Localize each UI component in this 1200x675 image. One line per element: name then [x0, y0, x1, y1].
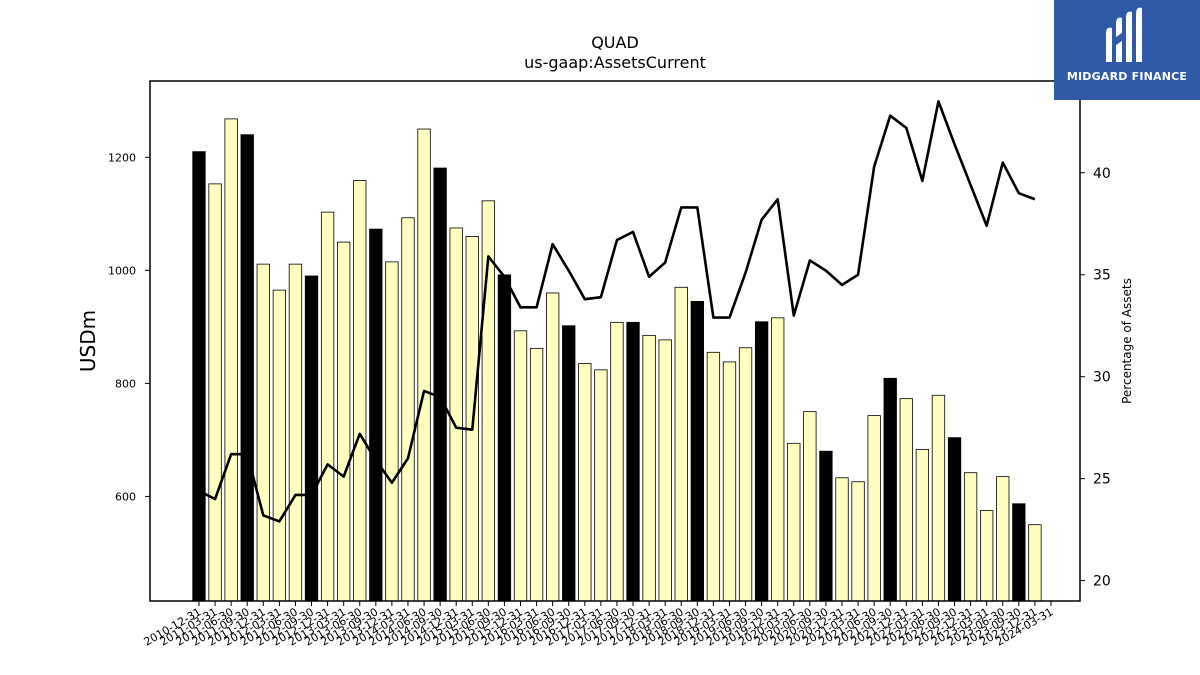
bar: [674, 286, 688, 602]
bar: [787, 442, 801, 602]
bar: [867, 415, 881, 602]
bar: [851, 481, 865, 602]
bar: [690, 301, 704, 602]
bar: [963, 472, 978, 602]
bar: [449, 227, 463, 602]
bar: [1012, 503, 1026, 602]
bar: [369, 228, 383, 602]
bar: [883, 377, 897, 602]
bar: [320, 211, 335, 602]
chart-title: QUAD: [591, 33, 639, 52]
bar: [208, 183, 222, 602]
bar: [722, 361, 737, 602]
y2-tick-label: 30: [1093, 370, 1111, 386]
y-tick-label: 1000: [108, 264, 136, 277]
y2-tick-label: 25: [1093, 472, 1111, 488]
bar: [594, 369, 608, 602]
bar: [497, 274, 512, 602]
bar: [256, 263, 270, 602]
brand-logo: MIDGARD FINANCE: [1054, 0, 1200, 100]
bar: [996, 476, 1010, 602]
bar: [626, 321, 640, 602]
bar: [401, 217, 415, 602]
bar: [771, 317, 785, 602]
bar: [513, 330, 528, 602]
left-y-axis: 600 800 1000 1200: [108, 151, 150, 503]
y-tick-label: 600: [115, 490, 136, 503]
bar: [819, 450, 833, 602]
y2-tick-label: 40: [1093, 166, 1111, 182]
bar: [980, 510, 994, 602]
bar: [738, 347, 753, 602]
bar: [272, 289, 287, 602]
bar: [546, 292, 560, 602]
plot-frame: [149, 80, 1081, 602]
bar: [642, 334, 656, 602]
bar: [337, 241, 351, 602]
chart-subtitle: us-gaap:AssetsCurrent: [524, 53, 706, 72]
bar: [1028, 524, 1042, 602]
bar: [610, 321, 624, 602]
logo-text: MIDGARD FINANCE: [1066, 70, 1188, 83]
bar: [417, 128, 431, 602]
bar: [304, 275, 319, 602]
bar-series: [192, 118, 1042, 602]
y2-tick-label: 20: [1093, 574, 1111, 590]
bar: [803, 411, 817, 602]
logo-mark-icon: [1106, 7, 1142, 63]
bar: [240, 134, 254, 602]
x-axis: 2010-12-312011-03-312011-06-302011-09-30…: [142, 601, 1055, 649]
bar: [288, 263, 303, 602]
bar: [754, 321, 769, 602]
bar: [915, 449, 930, 602]
bar: [578, 363, 592, 602]
bar: [835, 477, 849, 602]
y-tick-label: 1200: [108, 151, 136, 164]
bar: [706, 351, 721, 602]
y2-tick-label: 35: [1093, 268, 1111, 284]
line-series: [198, 100, 1036, 523]
bar: [562, 325, 576, 602]
bar: [658, 339, 672, 602]
bar: [353, 180, 367, 602]
y-axis-label: USDm: [76, 310, 100, 372]
right-y-axis: 20 25 30 35 40: [1080, 166, 1111, 590]
percentage-line: [198, 100, 1036, 523]
bar: [385, 261, 399, 602]
y2-axis-label: Percentage of Assets: [1120, 278, 1134, 404]
bar: [947, 437, 962, 602]
bar: [224, 118, 238, 602]
bar: [931, 394, 946, 602]
bar: [529, 347, 544, 602]
bar: [433, 167, 447, 602]
bar: [899, 398, 913, 602]
bar: [192, 151, 206, 602]
y-tick-label: 800: [115, 377, 136, 390]
